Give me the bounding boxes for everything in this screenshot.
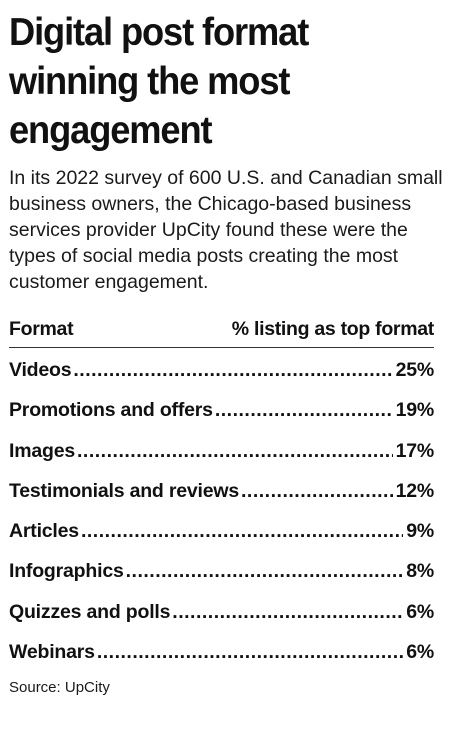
table-row: Quizzes and polls 6% [9, 592, 434, 632]
dot-leader [97, 632, 403, 672]
row-value: 8% [406, 560, 434, 583]
dot-leader [126, 551, 404, 591]
row-label: Promotions and offers [9, 399, 213, 422]
table-row: Articles 9% [9, 511, 434, 551]
page-title: Digital post format winning the most eng… [9, 11, 309, 152]
table-row: Webinars 6% [9, 632, 434, 672]
row-value: 17% [395, 439, 435, 462]
table-row: Videos 25% [9, 350, 434, 390]
row-value: 6% [406, 600, 434, 623]
dot-leader [172, 592, 403, 632]
row-label: Images [9, 439, 76, 462]
row-label: Testimonials and reviews [9, 479, 240, 502]
table-body: Videos 25% Promotions and offers 19% Images 1… [9, 350, 434, 672]
table-row: Testimonials and reviews 12% [9, 471, 434, 511]
row-value: 25% [395, 359, 435, 381]
row-label: Infographics [9, 560, 124, 583]
row-label: Quizzes and polls [9, 600, 171, 623]
dot-leader [241, 471, 393, 511]
row-label: Articles [9, 520, 79, 543]
table-row: Promotions and offers 19% [9, 390, 434, 430]
dot-leader [77, 431, 393, 471]
table-row: Images 17% [9, 431, 434, 471]
row-value: 12% [395, 479, 435, 502]
row-value: 19% [395, 399, 435, 422]
dot-leader [73, 350, 392, 390]
row-label: Webinars [9, 641, 95, 664]
dot-leader [215, 390, 393, 430]
subtitle: In its 2022 survey of 600 U.S. and Canad… [9, 167, 443, 293]
row-label: Videos [9, 359, 72, 381]
table-row: Infographics 8% [9, 551, 434, 591]
dot-leader [81, 511, 403, 551]
data-table: Format % listing as top format Videos 25%… [9, 317, 434, 672]
table-header: Format % listing as top format [9, 317, 434, 348]
source-note: Source: UpCity [9, 679, 110, 697]
row-value: 6% [406, 641, 434, 664]
column-header-percent: % listing as top format [231, 318, 435, 340]
row-value: 9% [406, 520, 434, 543]
column-header-format: Format [9, 318, 74, 340]
